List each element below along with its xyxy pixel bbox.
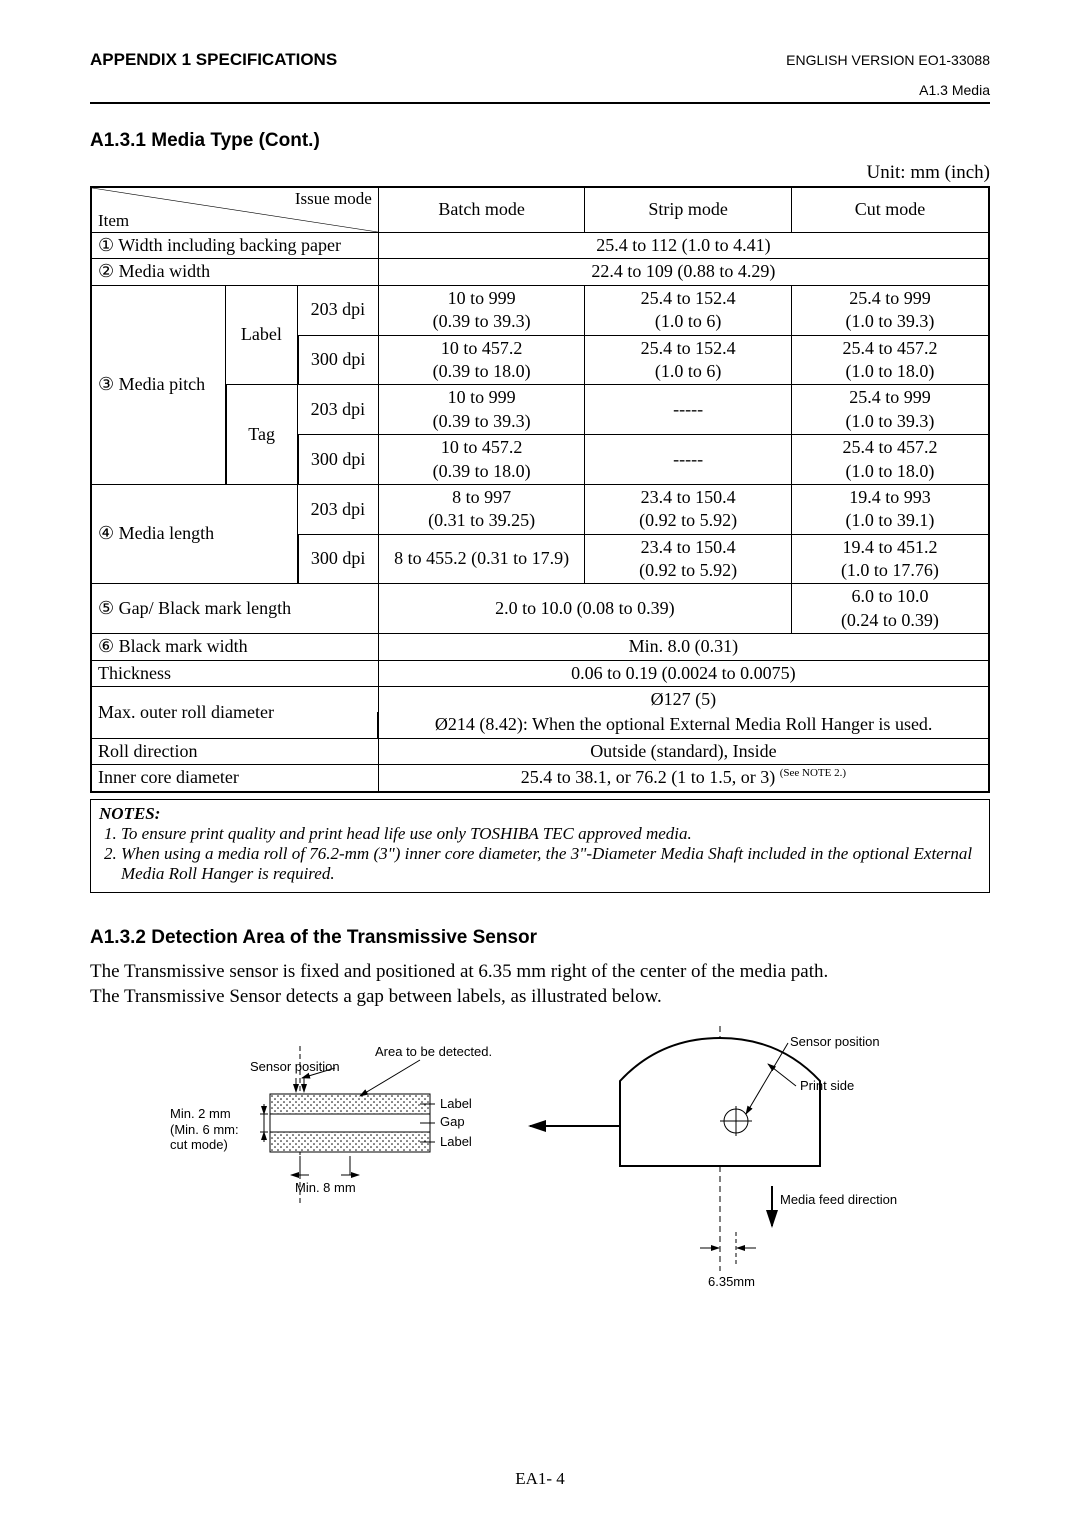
val-width-backing: 25.4 to 112 (1.0 to 4.41) (378, 233, 989, 259)
svg-text:Label: Label (440, 1096, 472, 1111)
media-length-dpi: 203 dpi (298, 484, 379, 534)
media-pitch-dpi: 203 dpi (298, 385, 379, 435)
svg-text:Area to be detected.: Area to be detected. (375, 1044, 492, 1059)
note-item: To ensure print quality and print head l… (121, 824, 981, 844)
val-thickness: 0.06 to 0.19 (0.0024 to 0.0075) (378, 660, 989, 686)
cell: 8 to 997(0.31 to 39.25) (378, 484, 585, 534)
section-2-para: The Transmissive sensor is fixed and pos… (90, 959, 990, 1010)
val-max-outer-1: Ø127 (5) (378, 687, 989, 713)
svg-text:Print side: Print side (800, 1078, 854, 1093)
svg-text:Gap: Gap (440, 1114, 465, 1129)
col-batch: Batch mode (378, 187, 585, 233)
cell: 19.4 to 993(1.0 to 39.1) (791, 484, 989, 534)
unit-label: Unit: mm (inch) (90, 162, 990, 184)
row-max-outer: Max. outer roll diameter (91, 687, 378, 739)
val-gap-cut: 6.0 to 10.0(0.24 to 0.39) (791, 584, 989, 634)
header-rule (90, 102, 990, 104)
row-media-pitch: ③ Media pitch (91, 285, 226, 484)
cell: 8 to 455.2 (0.31 to 17.9) (378, 534, 585, 584)
cell: 10 to 457.2(0.39 to 18.0) (378, 335, 585, 385)
svg-text:Min. 8 mm: Min. 8 mm (295, 1180, 356, 1195)
svg-text:Sensor position: Sensor position (250, 1059, 340, 1074)
transmissive-sensor-diagram: Sensor position Min. 2 mm (Min. 6 mm: cu… (160, 1026, 920, 1346)
page-footer: EA1- 4 (0, 1469, 1080, 1489)
row-thickness: Thickness (91, 660, 378, 686)
val-media-width: 22.4 to 109 (0.88 to 4.29) (378, 259, 989, 285)
media-spec-table: Issue mode Item Batch mode Strip mode Cu… (90, 186, 990, 793)
cell: 10 to 999(0.39 to 39.3) (378, 285, 585, 335)
cell: 10 to 999(0.39 to 39.3) (378, 385, 585, 435)
cell: 19.4 to 451.2(1.0 to 17.76) (791, 534, 989, 584)
media-length-dpi: 300 dpi (298, 534, 379, 584)
svg-text:(Min. 6 mm:: (Min. 6 mm: (170, 1122, 239, 1137)
media-pitch-tag: Tag (226, 385, 298, 485)
section-1-title: A1.3.1 Media Type (Cont.) (90, 130, 990, 152)
notes-box: NOTES: To ensure print quality and print… (90, 799, 990, 893)
val-gap-batchstrip: 2.0 to 10.0 (0.08 to 0.39) (378, 584, 791, 634)
row-media-length: ④ Media length (91, 484, 298, 584)
svg-text:Media feed direction: Media feed direction (780, 1192, 897, 1207)
media-pitch-dpi: 300 dpi (298, 335, 379, 385)
notes-title: NOTES: (99, 804, 981, 824)
svg-text:6.35mm: 6.35mm (708, 1274, 755, 1289)
col-cut: Cut mode (791, 187, 989, 233)
row-inner-core: Inner core diameter (91, 765, 378, 792)
row-roll-dir: Roll direction (91, 738, 378, 764)
header-section: A1.3 Media (90, 82, 990, 98)
note-item: When using a media roll of 76.2-mm (3") … (121, 844, 981, 884)
section-2-title: A1.3.2 Detection Area of the Transmissiv… (90, 927, 990, 949)
col-issue-mode: Issue mode (295, 188, 372, 210)
cell: 23.4 to 150.4(0.92 to 5.92) (585, 534, 792, 584)
cell: 23.4 to 150.4(0.92 to 5.92) (585, 484, 792, 534)
header-appendix: APPENDIX 1 SPECIFICATIONS (90, 50, 337, 70)
col-strip: Strip mode (585, 187, 792, 233)
val-inner-core: 25.4 to 38.1, or 76.2 (1 to 1.5, or 3) (… (378, 765, 989, 792)
cell: 25.4 to 152.4(1.0 to 6) (585, 285, 792, 335)
svg-text:cut mode): cut mode) (170, 1137, 228, 1152)
cell: 25.4 to 152.4(1.0 to 6) (585, 335, 792, 385)
val-max-outer-2: Ø214 (8.42): When the optional External … (378, 712, 989, 738)
row-item: Item (98, 210, 129, 232)
cell: 25.4 to 457.2(1.0 to 18.0) (791, 335, 989, 385)
header-version: ENGLISH VERSION EO1-33088 (786, 52, 990, 68)
val-roll-dir: Outside (standard), Inside (378, 738, 989, 764)
media-pitch-label: Label (226, 285, 298, 385)
svg-text:Min. 2 mm: Min. 2 mm (170, 1106, 231, 1121)
row-media-width: ② Media width (91, 259, 378, 285)
media-pitch-dpi: 300 dpi (298, 435, 379, 485)
svg-text:Sensor position: Sensor position (790, 1034, 880, 1049)
cell: 25.4 to 999(1.0 to 39.3) (791, 385, 989, 435)
cell: 10 to 457.2(0.39 to 18.0) (378, 435, 585, 485)
media-pitch-dpi: 203 dpi (298, 285, 379, 335)
cell: 25.4 to 999(1.0 to 39.3) (791, 285, 989, 335)
row-blackmark: ⑥ Black mark width (91, 634, 378, 660)
row-gap: ⑤ Gap/ Black mark length (91, 584, 378, 634)
cell: ----- (585, 385, 792, 435)
svg-text:Label: Label (440, 1134, 472, 1149)
val-blackmark: Min. 8.0 (0.31) (378, 634, 989, 660)
cell: 25.4 to 457.2(1.0 to 18.0) (791, 435, 989, 485)
row-width-backing: ① Width including backing paper (91, 233, 378, 259)
cell: ----- (585, 435, 792, 485)
